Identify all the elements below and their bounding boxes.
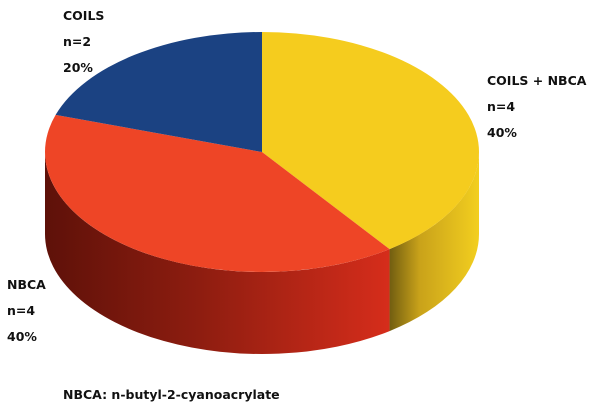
pie-slice-nbca: [45, 114, 390, 272]
slice-name: COILS + NBCA: [487, 73, 587, 88]
slice-percent: 40%: [7, 329, 37, 344]
slice-name: NBCA: [7, 277, 46, 292]
slice-percent: 20%: [63, 60, 93, 75]
slice-label-nbca: NBCA n=4 40%: [7, 277, 46, 357]
slice-count: n=4: [487, 99, 516, 114]
footnote: NBCA: n-butyl-2-cyanoacrylate: [63, 387, 280, 402]
slice-label-coils-nbca: COILS + NBCA n=4 40%: [487, 73, 587, 153]
slice-count: n=4: [7, 303, 36, 318]
slice-count: n=2: [63, 34, 92, 49]
slice-label-coils: COILS n=2 20%: [63, 8, 105, 88]
pie-side-nbca: [45, 152, 390, 354]
pie-side-coils-nbca: [389, 152, 479, 332]
pie-slice-coils: [55, 32, 263, 152]
pie-slice-coils-nbca: [262, 32, 479, 250]
slice-percent: 40%: [487, 125, 517, 140]
slice-name: COILS: [63, 8, 105, 23]
